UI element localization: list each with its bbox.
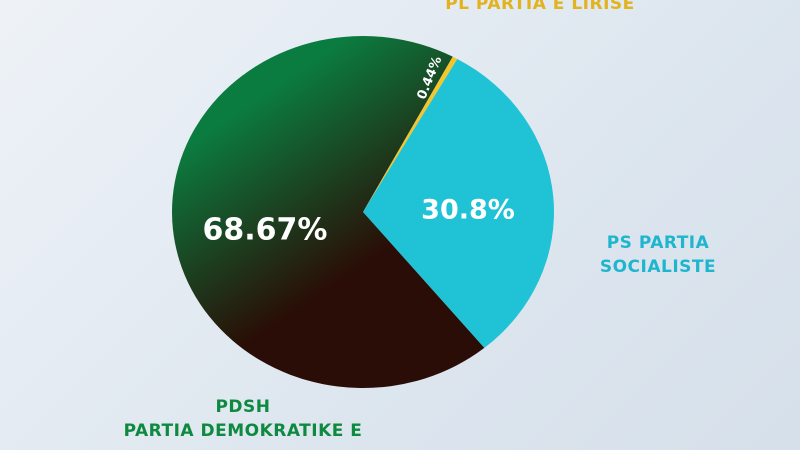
value-label: 68.67% (203, 213, 328, 248)
pie-slice (363, 58, 554, 348)
legend-label: PL PARTIA E LIRISË (445, 0, 635, 14)
pie-slice (172, 35, 485, 388)
legend-label: PDSH PARTIA DEMOKRATIKE E (123, 397, 363, 441)
pie-slice (363, 56, 458, 212)
legend-label: PS PARTIA SOCIALISTE (599, 233, 717, 277)
value-label: 30.8% (421, 195, 515, 226)
